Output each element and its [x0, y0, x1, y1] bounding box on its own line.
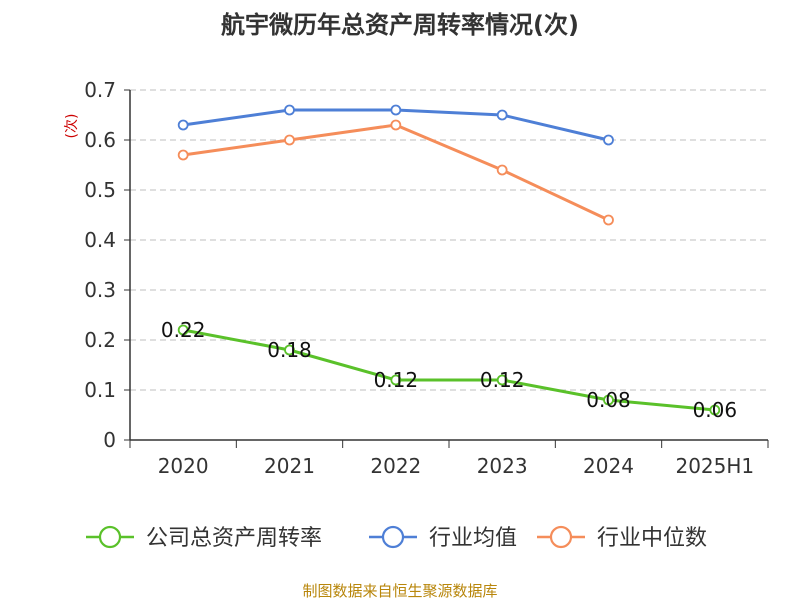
y-tick-label: 0.3	[84, 278, 116, 302]
x-tick-label: 2022	[370, 454, 421, 478]
data-point	[496, 164, 508, 176]
data-labels: 0.22 0.18 0.12 0.12 0.08 0.06	[161, 318, 737, 422]
data-label: 0.18	[267, 338, 312, 362]
data-label: 0.06	[693, 398, 738, 422]
data-point	[709, 404, 721, 416]
data-point	[496, 109, 508, 121]
data-point	[390, 374, 402, 386]
y-tick-label: 0.5	[84, 178, 116, 202]
data-point	[177, 324, 189, 336]
data-point	[390, 119, 402, 131]
data-point	[496, 374, 508, 386]
y-axis-label: (次)	[64, 114, 80, 139]
y-tick-label: 0.6	[84, 128, 116, 152]
series-lines	[177, 104, 721, 416]
data-point	[603, 214, 614, 226]
chart-title: 航宇微历年总资产周转率情况(次)	[221, 11, 579, 39]
legend-label: 行业中位数	[597, 526, 707, 551]
series-line-2	[181, 123, 610, 222]
data-point	[603, 394, 614, 406]
x-tick-label: 2021	[264, 454, 315, 478]
legend-label: 行业均值	[429, 526, 517, 551]
x-tick-label: 2025H1	[675, 454, 754, 478]
data-label: 0.12	[374, 368, 419, 392]
legend-swatch-marker	[381, 525, 405, 549]
data-point	[603, 134, 614, 146]
data-label: 0.12	[480, 368, 525, 392]
data-point	[284, 344, 295, 356]
source-note: 制图数据来自恒生聚源数据库	[302, 582, 497, 600]
legend-swatch-marker	[549, 525, 573, 549]
grid-lines	[130, 89, 768, 391]
data-point	[284, 104, 295, 116]
axes: 0 0.1 0.2 0.3 0.4 0.5 0.6 0.7 2020 2021 2022 2023 20…	[84, 78, 769, 478]
x-tick-label: 2020	[158, 454, 209, 478]
y-tick-label: 0.2	[84, 328, 116, 352]
y-tick-label: 0.1	[84, 378, 116, 402]
legend-swatch-marker	[98, 525, 122, 549]
data-point	[177, 149, 189, 161]
x-tick-label: 2023	[477, 454, 528, 478]
data-point	[284, 134, 295, 146]
y-tick-label: 0.7	[84, 78, 116, 102]
series-line-0	[181, 328, 717, 412]
data-label: 0.08	[586, 388, 631, 412]
data-label: 0.22	[161, 318, 206, 342]
legend-label: 公司总资产周转率	[146, 526, 322, 551]
data-point	[390, 104, 402, 116]
data-point	[177, 119, 189, 131]
y-tick-label: 0.4	[84, 228, 116, 252]
x-tick-label: 2024	[583, 454, 634, 478]
y-tick-label: 0	[103, 428, 116, 452]
legend: 公司总资产周转率 行业均值 行业中位数	[86, 525, 707, 551]
